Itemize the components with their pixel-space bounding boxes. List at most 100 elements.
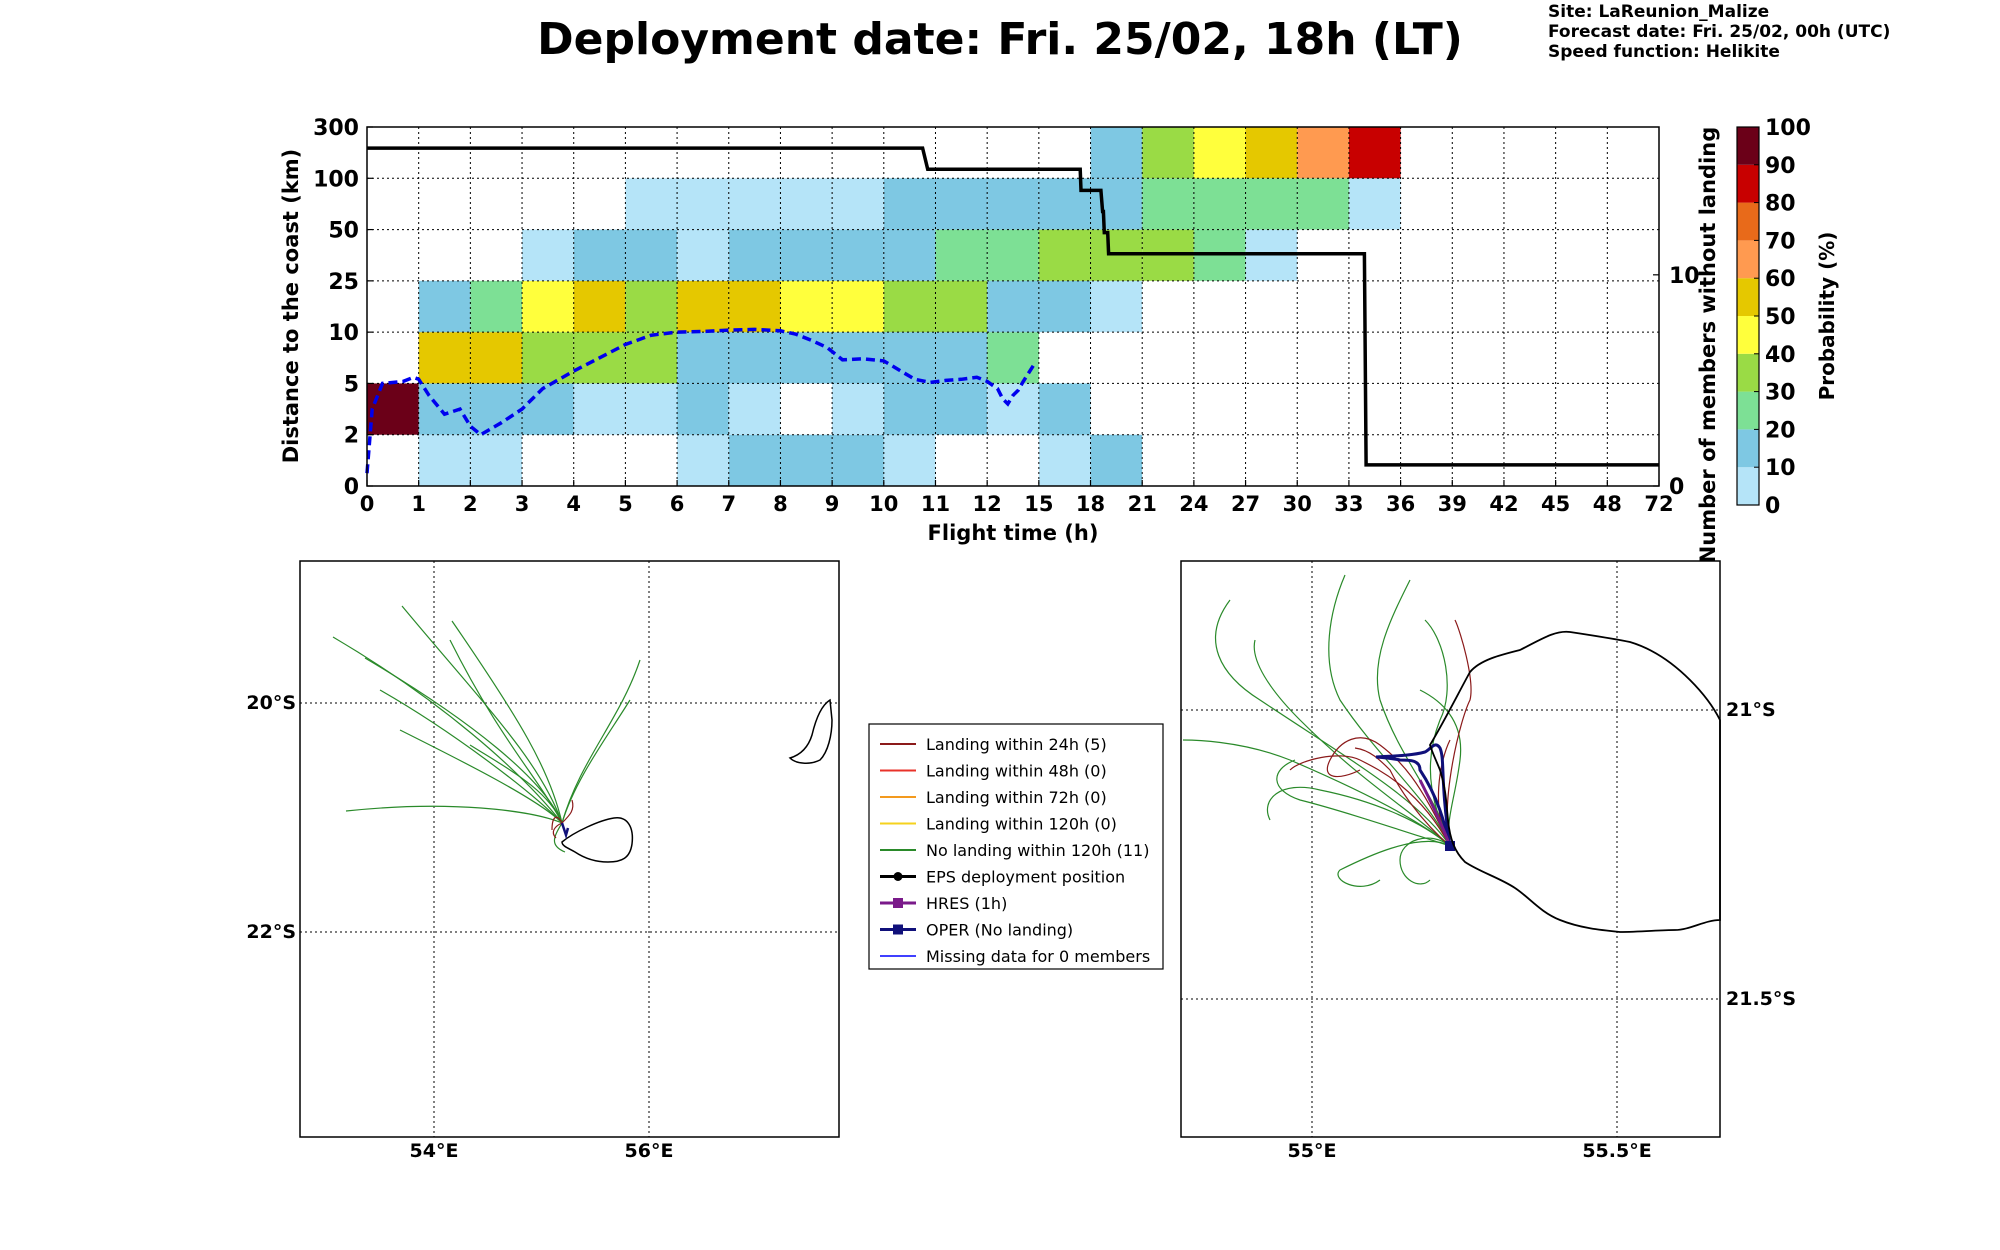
- x-tick-label: 48: [1593, 492, 1622, 516]
- map-right-lon-label: 55.5°E: [1582, 1140, 1651, 1162]
- x-tick-label: 72: [1644, 492, 1673, 516]
- colorbar-swatch: [1737, 391, 1759, 430]
- x-tick-label: 5: [618, 492, 633, 516]
- heatmap-cell: [1038, 178, 1091, 230]
- heatmap-cell: [728, 332, 781, 384]
- map-zoomed: 21°S 21.5°S 55°E 55.5°E: [1180, 560, 1796, 1162]
- x-tick-label: 8: [773, 492, 788, 516]
- heatmap-cell: [625, 280, 678, 333]
- heatmap-cell: [1038, 229, 1091, 281]
- svg-text:EPS deployment position: EPS deployment position: [926, 868, 1125, 887]
- y-tick-label: 300: [313, 116, 359, 141]
- legend-item: Missing data for 0 members: [880, 947, 1150, 966]
- colorbar-swatch: [1737, 353, 1759, 392]
- x-tick-label: 1: [411, 492, 426, 516]
- heatmap-cell: [1142, 178, 1194, 230]
- heatmap-cell: [677, 178, 729, 230]
- colorbar: 0 10 20 30 40 50 60 70 80 90 100 Probability (%): [1736, 116, 1839, 519]
- heatmap-cell: [832, 229, 884, 281]
- colorbar-swatch: [1737, 164, 1759, 203]
- heatmap-cell: [625, 332, 678, 384]
- heatmap-cell: [522, 229, 574, 281]
- heatmap-cell: [1038, 383, 1091, 435]
- colorbar-tick-label: 100: [1765, 116, 1811, 141]
- x-tick-label: 15: [1024, 492, 1053, 516]
- heatmap-cell: [780, 178, 833, 230]
- map-left-lat-label: 22°S: [246, 921, 296, 943]
- colorbar-swatch: [1737, 429, 1759, 468]
- oper-track: [560, 822, 570, 840]
- map-left-lat-label: 20°S: [246, 692, 296, 714]
- heatmap-cell: [573, 229, 626, 281]
- map-right-lat-label: 21°S: [1726, 699, 1776, 721]
- speed-function-label: Speed function: Helikite: [1548, 42, 1780, 62]
- svg-text:Landing within 120h (0): Landing within 120h (0): [926, 815, 1117, 834]
- heatmap-cell: [625, 229, 678, 281]
- map-left-lon-label: 56°E: [625, 1140, 674, 1162]
- heatmap-cell: [1193, 178, 1246, 230]
- map-regional: 20°S 22°S 54°E 56°E: [246, 560, 840, 1162]
- svg-text:HRES (1h): HRES (1h): [926, 894, 1007, 913]
- heatmap-cell: [573, 280, 626, 333]
- reunion-island-outline: [561, 817, 634, 863]
- heatmap-cell: [470, 280, 523, 333]
- heatmap-cell: [935, 229, 988, 281]
- heatmap-cell: [1090, 280, 1143, 333]
- heatmap-cell: [832, 434, 884, 486]
- x-tick-label: 9: [825, 492, 840, 516]
- y-tick-label: 2: [344, 424, 359, 449]
- reunion-island-outline-zoom: [1429, 630, 1721, 933]
- heatmap-cell: [522, 383, 574, 435]
- svg-text:No landing within 120h (11): No landing within 120h (11): [926, 841, 1149, 860]
- colorbar-tick-label: 70: [1765, 229, 1796, 254]
- heatmap-cell: [1245, 178, 1298, 230]
- colorbar-tick-label: 50: [1765, 305, 1796, 330]
- heatmap-cell: [1245, 127, 1298, 179]
- heatmap-cell: [728, 178, 781, 230]
- right-y-axis-label: Number of members without landing: [1696, 127, 1720, 564]
- x-tick-label: 3: [515, 492, 530, 516]
- x-tick-label: 30: [1283, 492, 1312, 516]
- heatmap-cell: [935, 280, 988, 333]
- heatmap-cell: [987, 178, 1039, 230]
- heatmap-cell: [728, 229, 781, 281]
- x-tick-label: 18: [1076, 492, 1105, 516]
- heatmap-cell: [1142, 127, 1194, 179]
- trajectories-no-landing: [332, 605, 641, 853]
- x-tick-label: 11: [921, 492, 950, 516]
- x-tick-label: 12: [973, 492, 1002, 516]
- heatmap-cell: [470, 434, 523, 486]
- legend-item: Landing within 120h (0): [880, 815, 1117, 834]
- heatmap-cell: [418, 280, 471, 333]
- heatmap-cell: [935, 332, 988, 384]
- heatmap-cell: [677, 332, 729, 384]
- legend-item: No landing within 120h (11): [880, 841, 1149, 860]
- heatmap-cell: [1038, 280, 1091, 333]
- heatmap-cell: [1090, 127, 1143, 179]
- y-axis-label: Distance to the coast (km): [279, 149, 303, 464]
- heatmap-cell: [625, 383, 678, 435]
- heatmap-cell: [1090, 434, 1143, 486]
- heatmap-cell: [780, 229, 833, 281]
- colorbar-swatch: [1737, 467, 1759, 505]
- y-tick-label: 0: [344, 475, 359, 500]
- heatmap-cell: [780, 280, 833, 333]
- x-tick-label: 27: [1231, 492, 1260, 516]
- x-tick-label: 0: [360, 492, 375, 516]
- colorbar-tick-label: 60: [1765, 267, 1796, 292]
- heatmap-cell: [987, 280, 1039, 333]
- heatmap-cell: [677, 383, 729, 435]
- members-without-landing-line: [367, 146, 1659, 467]
- median-distance-line: [365, 327, 1036, 474]
- hres-track-zoom: [1418, 779, 1452, 847]
- colorbar-tick-label: 40: [1765, 343, 1796, 368]
- forecast-date-label: Forecast date: Fri. 25/02, 00h (UTC): [1548, 22, 1891, 42]
- x-tick-label: 42: [1489, 492, 1518, 516]
- y-tick-label: 5: [344, 372, 359, 397]
- colorbar-swatch: [1737, 240, 1759, 279]
- mauritius-island-outline: [788, 698, 833, 764]
- y-tick-label: 50: [328, 219, 359, 244]
- colorbar-tick-label: 80: [1765, 192, 1796, 217]
- heatmap-cell: [1297, 178, 1349, 230]
